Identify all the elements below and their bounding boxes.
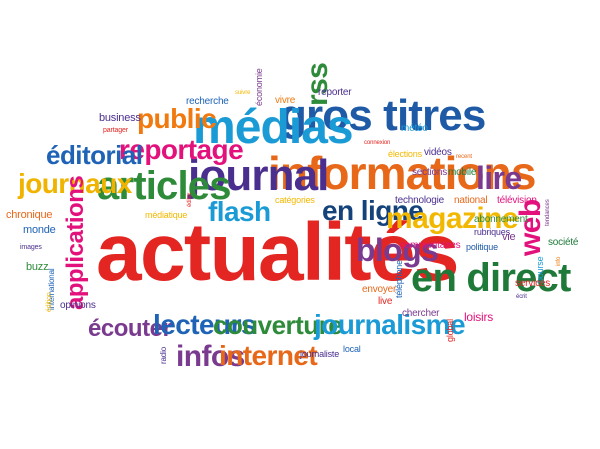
word-telephone: téléphone xyxy=(394,260,404,298)
word-magazine: magazine xyxy=(386,202,519,235)
word-elections: élections xyxy=(388,149,422,159)
word-buzz: buzz xyxy=(26,261,49,273)
word-suivre: suivre xyxy=(235,90,251,96)
word-business: business xyxy=(99,112,141,124)
word-editorial: éditorial xyxy=(46,140,143,170)
word-connexion: connexion xyxy=(364,140,391,146)
word-en-direct: en direct xyxy=(411,256,571,300)
word-rss: rss xyxy=(301,62,334,106)
word-opinions: opinions xyxy=(60,300,96,311)
word-services: services xyxy=(515,278,551,289)
word-sections: sections xyxy=(412,167,448,178)
word-live: live xyxy=(378,296,393,307)
word-national: national xyxy=(454,195,488,206)
word-societe: société xyxy=(548,237,579,248)
word-tendances: tendances xyxy=(545,199,551,226)
word-politique: politique xyxy=(466,242,498,252)
word-categories: catégories xyxy=(275,195,315,205)
word-meteo: météo xyxy=(401,123,428,134)
word-technologie: technologie xyxy=(395,195,444,206)
word-global: global xyxy=(445,319,455,342)
word-recent: recent xyxy=(456,154,472,160)
word-applications: applications xyxy=(62,175,89,310)
word-envoyer: envoyer xyxy=(362,284,397,295)
word-lire: lire xyxy=(476,160,522,196)
word-medias: médias xyxy=(193,101,354,154)
word-videos: vidéos xyxy=(424,147,452,158)
word-ecouter: écouter xyxy=(88,315,172,342)
word-local: local xyxy=(343,344,361,354)
word-chronique: chronique xyxy=(6,209,53,221)
word-vivre: vivre xyxy=(275,95,296,106)
word-editer: éditer xyxy=(187,192,193,207)
word-infos: infos xyxy=(176,340,245,373)
word-recherche: recherche xyxy=(186,96,229,107)
word-loisirs: loisirs xyxy=(464,310,493,324)
word-images: images xyxy=(20,244,42,251)
word-public: public xyxy=(137,103,217,134)
word-actualites: actualités xyxy=(96,207,460,298)
word-chercher: chercher xyxy=(402,308,440,319)
word-couverture: couverture xyxy=(213,310,343,340)
word-edition: édition xyxy=(46,292,53,312)
word-internet: internet xyxy=(219,340,318,371)
word-commentaires: commentaires xyxy=(400,240,461,251)
word-journal: journal xyxy=(188,151,329,200)
word-mobile: mobile xyxy=(448,167,477,178)
word-journaliste: journaliste xyxy=(300,349,340,359)
word-ecrit: écrit xyxy=(516,294,527,300)
word-web: web xyxy=(514,199,547,256)
word-reportage: reportage xyxy=(119,134,244,165)
word-economie: économie xyxy=(254,68,264,106)
word-partager: partager xyxy=(103,127,128,134)
word-monde: monde xyxy=(23,224,56,236)
word-radio: radio xyxy=(159,347,168,364)
word-television: télévision xyxy=(497,195,537,206)
word-en-ligne: en ligne xyxy=(322,195,424,226)
word-flash: flash xyxy=(208,196,271,227)
word-vie: vie xyxy=(502,231,516,243)
word-journalisme: journalisme xyxy=(314,309,466,340)
word-blogs: blogs xyxy=(356,232,439,268)
word-gros-titres: gros titres xyxy=(280,91,486,140)
word-abonnement: abonnement xyxy=(474,214,528,225)
word-articles: articles xyxy=(97,164,232,208)
word-journaux: journaux xyxy=(18,168,132,199)
word-info: info xyxy=(556,256,562,266)
word-rubriques: rubriques xyxy=(474,227,510,237)
word-reporter: reporter xyxy=(318,87,352,98)
word-informations: informations xyxy=(268,147,536,199)
word-mediatique: médiatique xyxy=(145,210,188,220)
word-lecteurs: lecteurs xyxy=(153,309,256,340)
